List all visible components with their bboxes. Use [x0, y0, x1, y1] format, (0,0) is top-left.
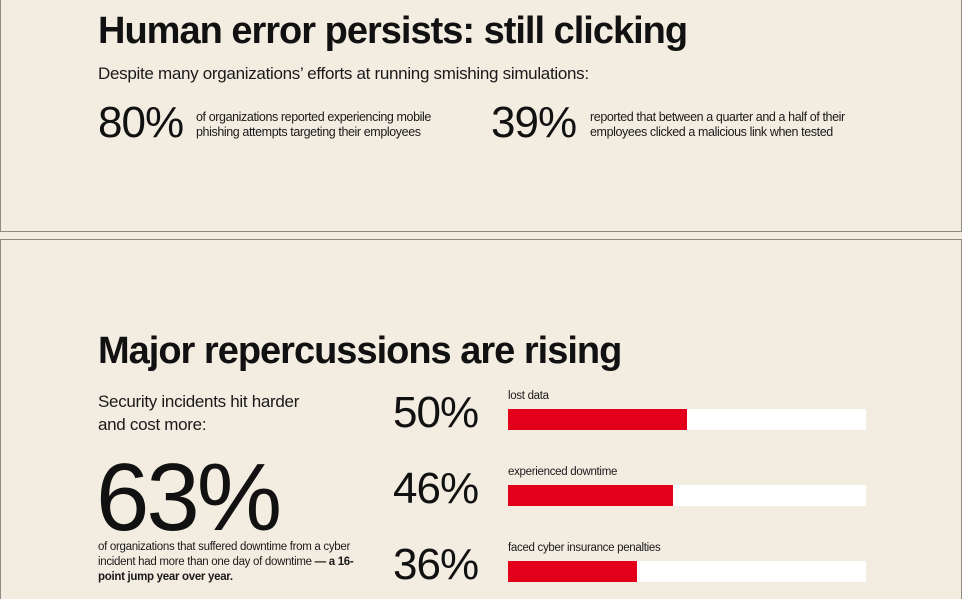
section1-title: Human error persists: still clicking [98, 10, 688, 52]
bar-category-label: lost data [508, 390, 549, 402]
bar-category-label: faced cyber insurance penalties [508, 542, 661, 554]
top-panel [0, 0, 962, 232]
section2-intro: Security incidents hit harder and cost m… [98, 392, 300, 434]
headline-text: of organizations that suffered downtime … [98, 540, 356, 585]
bar-fill [508, 561, 637, 582]
headline-body: of organizations that suffered downtime … [98, 541, 351, 568]
bar-value-label: 50% [393, 388, 479, 437]
bar-value-label: 36% [393, 540, 479, 589]
bar-value-label: 46% [393, 464, 479, 513]
bar-fill [508, 485, 673, 506]
stat-1-value: 80% [98, 98, 184, 147]
bar-fill [508, 409, 687, 430]
stat-2-value: 39% [491, 98, 577, 147]
section2-title: Major repercussions are rising [98, 330, 622, 372]
bar-track [508, 485, 866, 506]
stat-2-text: reported that between a quarter and a ha… [590, 110, 845, 139]
headline-stat: 63% [96, 444, 282, 551]
bar-track [508, 561, 866, 582]
headline-emphasis: — a 16-point jump year over year. [98, 556, 354, 583]
section1-subtitle: Despite many organizations’ efforts at r… [98, 64, 589, 83]
bar-category-label: experienced downtime [508, 466, 618, 478]
stat-1-text: of organizations reported experiencing m… [196, 110, 431, 139]
bar-track [508, 409, 866, 430]
